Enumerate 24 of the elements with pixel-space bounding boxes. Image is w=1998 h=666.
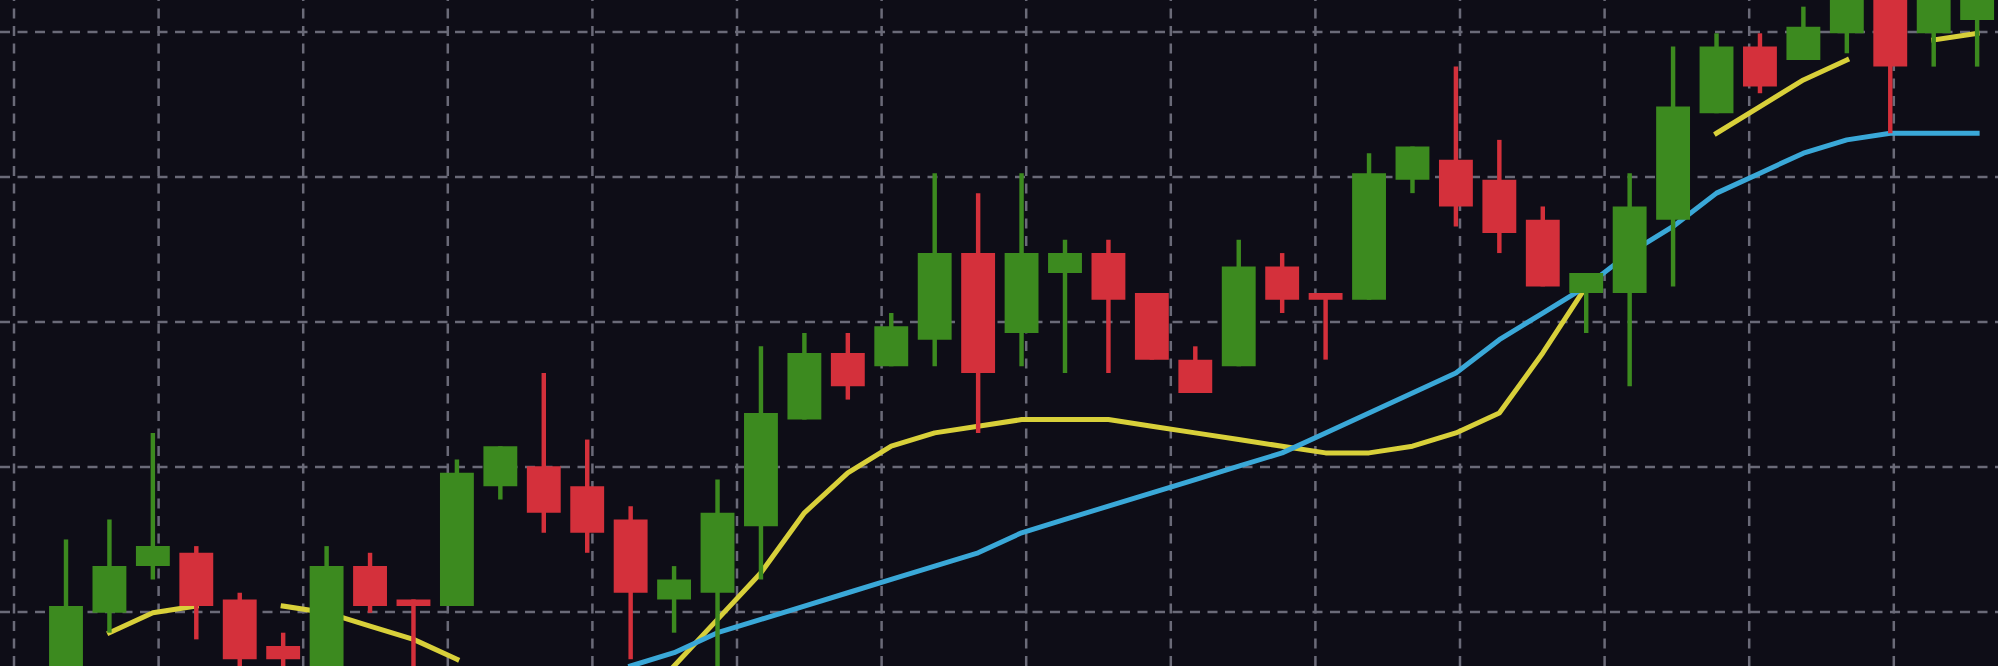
candlestick [483,444,518,502]
candlestick [1916,0,1951,69]
candlestick [1395,144,1430,196]
candlestick [266,630,301,666]
candlestick [526,370,561,536]
candlestick [1091,237,1126,376]
candlestick [1265,250,1300,316]
candlestick [135,430,170,582]
candlestick [657,563,692,635]
candlestick [1743,31,1777,96]
candlestick [396,597,431,666]
candlestick [1178,344,1213,396]
candlestick [1048,237,1082,376]
candlestick [1786,4,1821,63]
candlestick [874,310,909,369]
candlestick [570,437,605,555]
candlestick [353,550,387,615]
candlestick [1438,64,1473,229]
candlestick [1960,0,1995,69]
candlestick [1569,270,1604,336]
candlestick [92,517,127,635]
candlestick [1308,290,1343,362]
candlestick [830,330,865,402]
candlestick [1829,0,1864,56]
